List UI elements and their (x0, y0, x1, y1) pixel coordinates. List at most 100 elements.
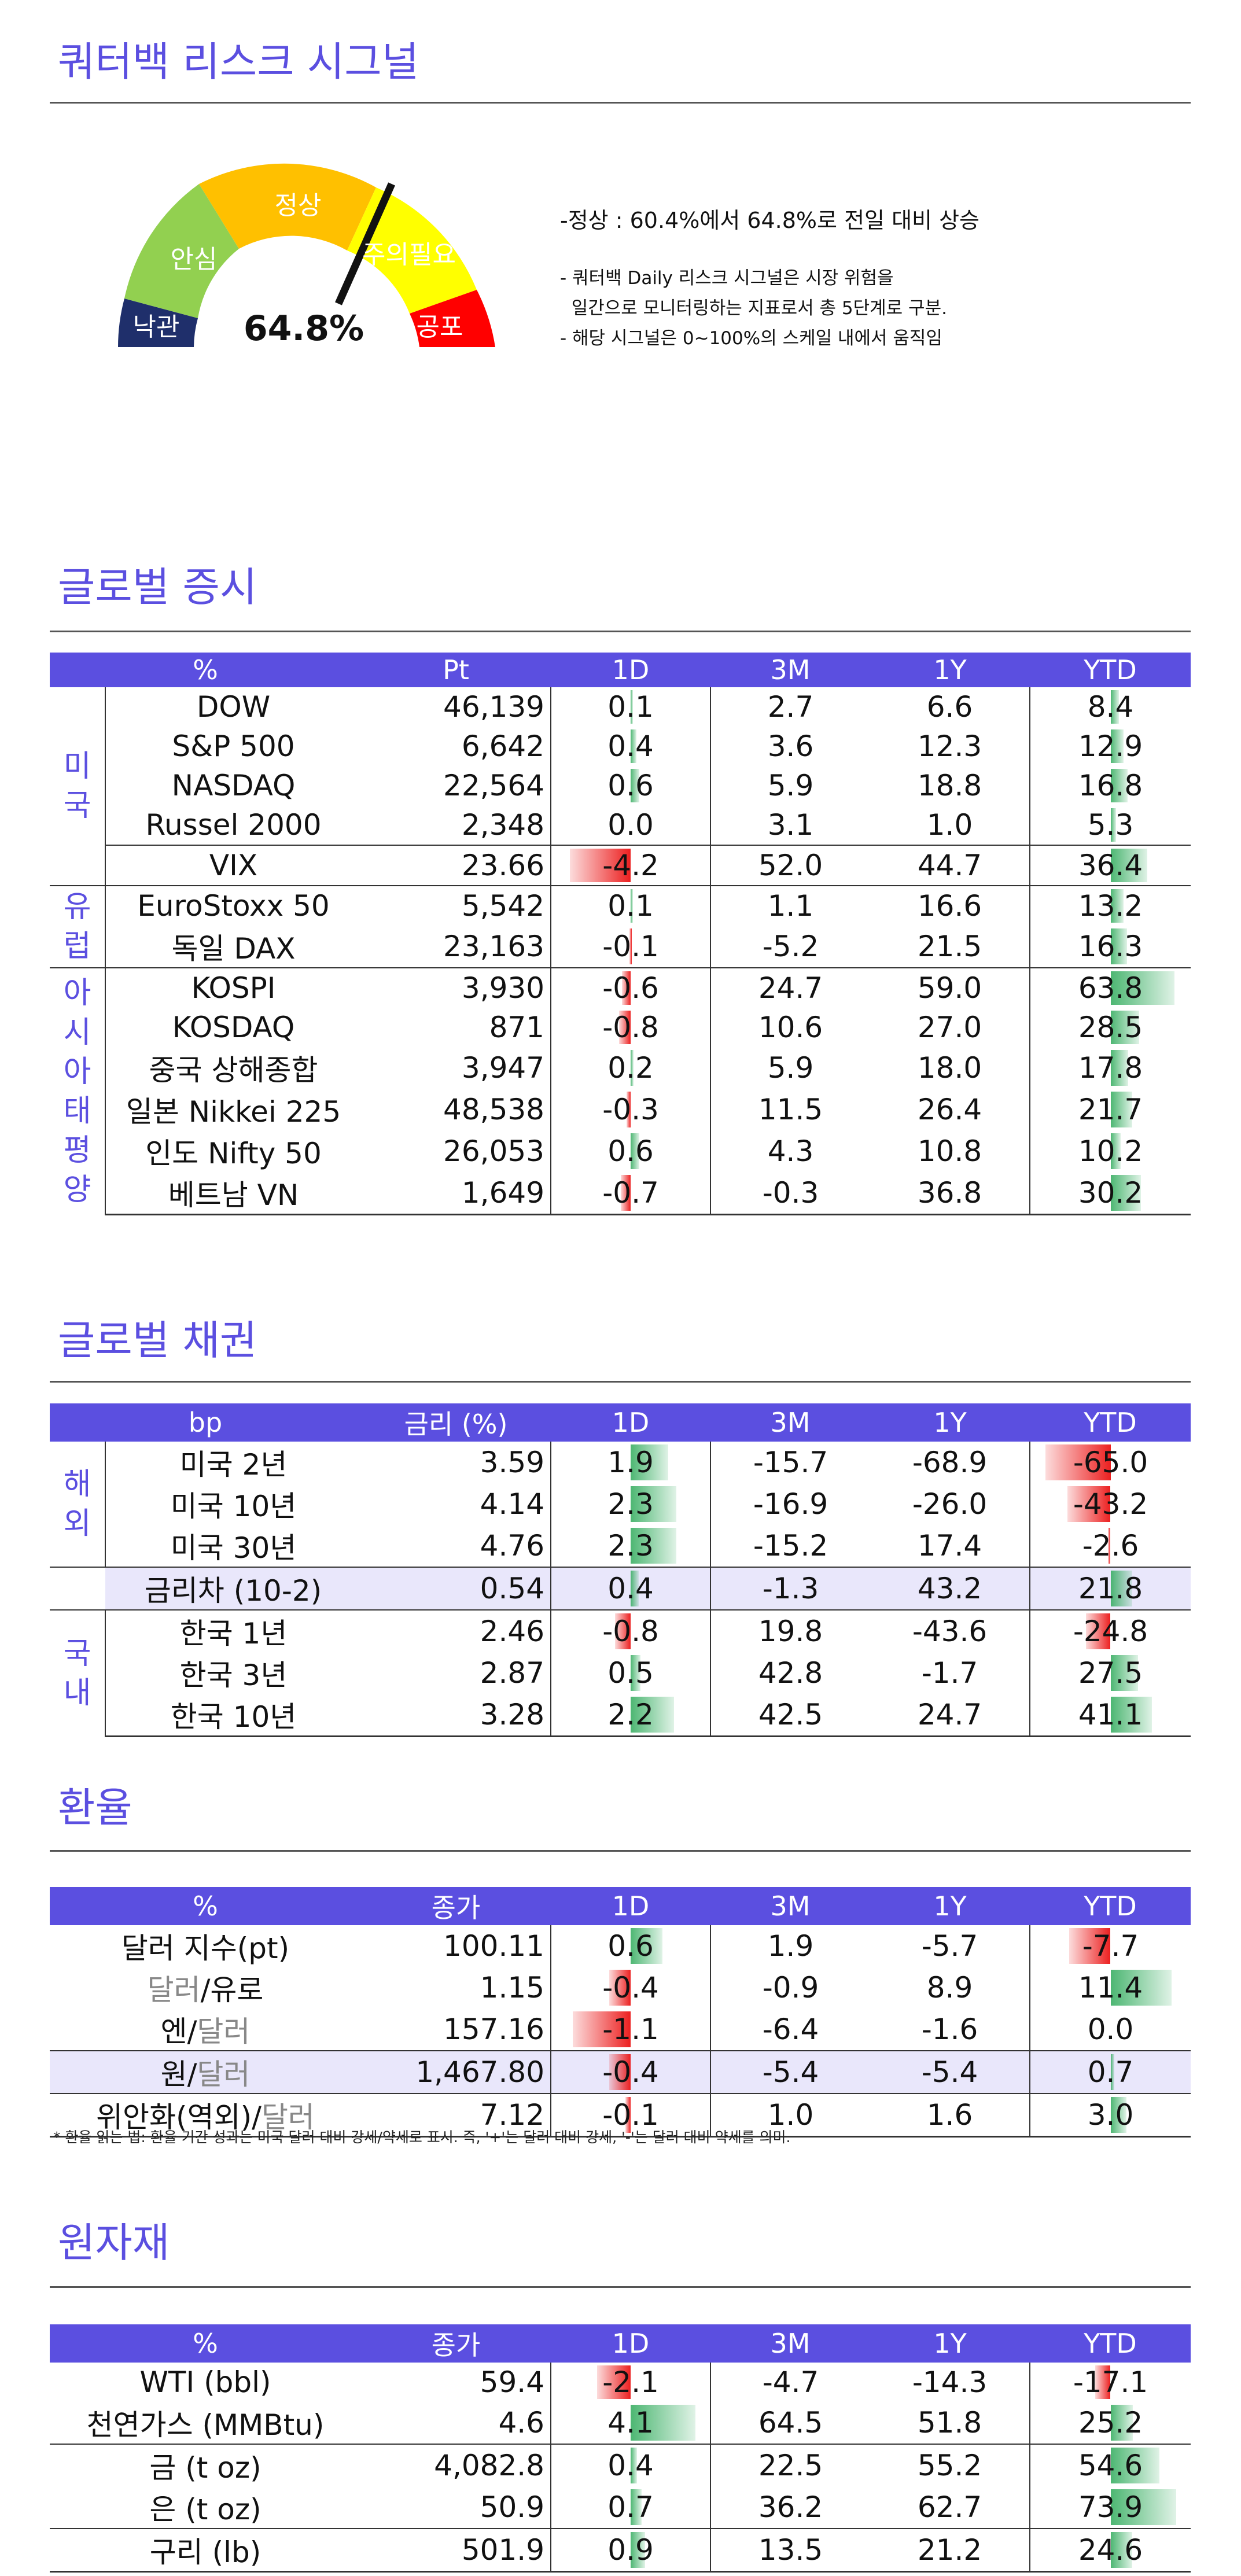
commodities-table: % 종가 1D 3M 1Y YTD WTI (bbl) 59.4 -2.1 -4… (50, 2324, 1191, 2573)
positive-data-bar (1110, 928, 1127, 964)
gauge-note-3: - 해당 시그널은 0~100%의 스케일 내에서 움직임 (560, 328, 942, 349)
y1-value: -5.7 (921, 1929, 978, 1963)
row-name: 천연가스 (MMBtu) (86, 2408, 325, 2442)
ytd-value: 21.7 (1078, 1093, 1143, 1126)
gauge-segment-relief (124, 184, 239, 318)
negative-data-bar (1069, 1928, 1111, 1964)
m3-value: -6.4 (710, 2009, 870, 2051)
pt-value: 23.66 (361, 845, 551, 886)
row-name: 엔/달러 (50, 2009, 361, 2051)
d1-value: 0.4 (607, 2449, 654, 2482)
ytd-cell: 25.2 (1029, 2402, 1191, 2444)
table-row-highlight: 원/달러 1,467.80 -0.4 -5.4 -5.4 0.7 (50, 2050, 1191, 2094)
m3-value: 19.8 (710, 1609, 870, 1652)
m3-value: 22.5 (710, 2444, 870, 2486)
close-value: 1,467.80 (361, 2050, 551, 2094)
table-row: 한국 3년 2.87 0.5 42.8 -1.7 27.5 (50, 1652, 1191, 1694)
row-name: KOSDAQ (172, 1011, 295, 1044)
y1-value: 18.8 (917, 769, 982, 802)
m3-value: 24.7 (710, 967, 870, 1008)
positive-data-bar (631, 1528, 676, 1564)
title-divider (50, 102, 1191, 104)
ytd-value: -65.0 (1073, 1446, 1148, 1479)
ytd-value: 27.5 (1078, 1656, 1143, 1690)
ytd-cell: 0.0 (1029, 2009, 1191, 2051)
d1-value: 2.2 (607, 1698, 654, 1731)
y1-value: -1.6 (921, 2013, 978, 2046)
gauge-label-relief: 안심 (171, 245, 218, 274)
ytd-value: 13.2 (1078, 889, 1143, 923)
d1-value: 1.9 (607, 1446, 654, 1479)
ytd-cell: 10.2 (1029, 1130, 1191, 1172)
row-name: 한국 3년 (179, 1659, 288, 1692)
fx-separator: / (252, 2100, 262, 2134)
table-row: 미국 DOW 46,139 0.1 2.7 6.6 8.4 (50, 687, 1191, 886)
ytd-value: 73.9 (1078, 2490, 1143, 2524)
negative-data-bar (572, 2011, 631, 2047)
ytd-cell: 8.4 (1029, 687, 1191, 727)
negative-data-bar (1045, 1444, 1111, 1480)
row-name: 한국 10년 (105, 1694, 361, 1737)
positive-data-bar (1110, 729, 1124, 763)
table-row: 독일 DAX 23,163 -0.1 -5.2 21.5 16.3 (50, 926, 1191, 968)
pt-value: 6,642 (461, 729, 544, 763)
table-row: 중국 상해종합 3,947 0.2 5.9 18.0 17.8 (50, 1047, 1191, 1089)
positive-data-bar (631, 1050, 634, 1086)
d1-value: 0.1 (607, 889, 654, 923)
positive-data-bar (1110, 1697, 1152, 1733)
d1-value: 0.6 (607, 769, 654, 802)
equity-divider (50, 631, 1191, 632)
fx-base: 위안화(역외) (96, 2100, 252, 2134)
pt-value: 23,163 (443, 930, 544, 963)
y1-value: 6.6 (926, 690, 973, 724)
table-row: 인도 Nifty 50 26,053 0.6 4.3 10.8 10.2 (50, 1130, 1191, 1172)
positive-data-bar (1110, 889, 1124, 923)
y1-value: -68.9 (912, 1446, 988, 1479)
ytd-cell: 13.2 (1029, 885, 1191, 926)
row-spacer (50, 1567, 105, 1610)
m3-value: 1.0 (710, 2093, 870, 2138)
d1-value: -0.7 (602, 1176, 659, 1210)
d1-value: 0.2 (607, 1051, 654, 1085)
negative-data-bar (1085, 1613, 1111, 1649)
ytd-cell: 16.3 (1029, 926, 1191, 968)
positive-data-bar (1110, 2054, 1114, 2090)
positive-data-bar (631, 2489, 642, 2525)
m3-value: 3.1 (710, 805, 870, 845)
ytd-cell: 30.2 (1029, 1172, 1191, 1215)
row-name: Russel 2000 (145, 808, 322, 842)
col-header: YTD (1030, 2324, 1191, 2363)
fx-footnote: * 환율 읽는 법: 환율 기간 성과는 미국 달러 대비 강세/약세로 표시.… (53, 2129, 791, 2146)
positive-data-bar (631, 690, 633, 724)
risk-gauge: 낙관 안심 정상 주의필요 공포 64.8% (118, 163, 495, 349)
ytd-value: 16.8 (1078, 769, 1143, 802)
ytd-cell: 28.5 (1029, 1008, 1191, 1047)
table-row: KOSDAQ 871 -0.8 10.6 27.0 28.5 (50, 1008, 1191, 1047)
positive-data-bar (1110, 1011, 1139, 1044)
d1-value: -0.6 (602, 971, 659, 1005)
ytd-cell: -2.6 (1029, 1525, 1191, 1567)
table-row: WTI (bbl) 59.4 -2.1 -4.7 -14.3 -17.1 (50, 2363, 1191, 2402)
row-name: 원/달러 (50, 2050, 361, 2094)
y1-value: 12.3 (917, 729, 982, 763)
table-row: Russel 2000 2,348 0.0 3.1 1.0 5.3 (50, 805, 1191, 845)
d1-value: 0.9 (607, 2533, 654, 2567)
positive-data-bar (1110, 2489, 1177, 2525)
rate-value: 2.87 (480, 1656, 544, 1690)
ytd-value: 8.4 (1087, 690, 1134, 724)
ytd-value: 30.2 (1078, 1176, 1143, 1210)
d1-value: 4.1 (607, 2406, 654, 2439)
ytd-cell: 11.4 (1029, 1967, 1191, 2009)
d1-value: 0.5 (607, 1656, 654, 1690)
d1-value: -2.1 (602, 2365, 659, 2399)
positive-data-bar (631, 1697, 675, 1733)
ytd-cell: 54.6 (1029, 2444, 1191, 2486)
close-value: 501.9 (361, 2528, 551, 2573)
positive-data-bar (631, 2448, 637, 2483)
positive-data-bar (1110, 2448, 1159, 2483)
d1-cell: 2.3 (550, 1483, 710, 1525)
d1-cell: -0.3 (550, 1089, 710, 1130)
col-header: 1D (551, 2324, 710, 2363)
table-row: 위안화(역외)/달러 7.12 -0.1 1.0 1.6 3.0 (50, 2093, 1191, 2138)
y1-value: 44.7 (870, 845, 1030, 886)
